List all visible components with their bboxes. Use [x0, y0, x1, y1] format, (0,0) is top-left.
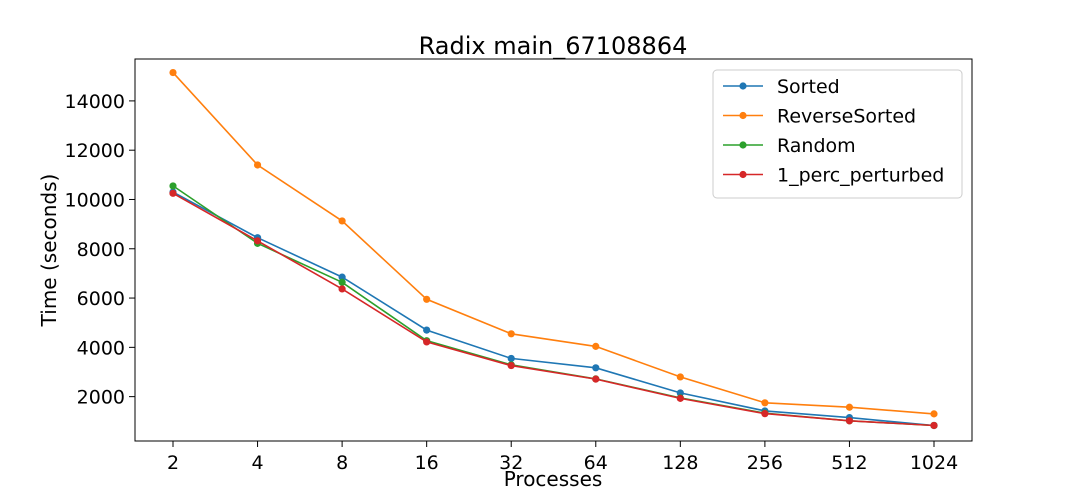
- series-sorted: [169, 188, 938, 430]
- data-point: [845, 403, 854, 411]
- legend-item: Sorted: [723, 76, 840, 98]
- x-tick-label: 4: [252, 452, 264, 474]
- data-point: [423, 326, 431, 334]
- data-point: [676, 373, 684, 381]
- legend-box: [712, 69, 963, 199]
- y-tick-label: 12000: [65, 140, 125, 162]
- data-point: [761, 410, 769, 418]
- y-tick-label: 6000: [77, 288, 125, 310]
- y-tick-label: 8000: [77, 239, 125, 261]
- data-point: [676, 394, 684, 402]
- data-point: [338, 217, 346, 225]
- data-point: [507, 361, 515, 370]
- legend-item: ReverseSorted: [723, 106, 916, 128]
- x-axis-label: Processes: [504, 467, 603, 491]
- y-tick-label: 4000: [77, 337, 125, 359]
- legend-label: 1_perc_perturbed: [777, 165, 944, 187]
- y-axis-label: Time (seconds): [37, 174, 61, 328]
- x-tick-label: 1024: [910, 452, 958, 474]
- series-random: [169, 182, 938, 430]
- x-axis: 2 4 8 16 32 64 128 256 512 1024: [167, 441, 958, 474]
- data-point: [592, 364, 600, 372]
- plot-area: [134, 58, 973, 442]
- legend: Sorted ReverseSorted Random 1_perc_perturbe…: [712, 69, 963, 199]
- legend-swatch-marker: [739, 82, 747, 90]
- legend-label: Sorted: [777, 76, 840, 98]
- data-point: [169, 68, 177, 77]
- series-line: [172, 192, 935, 427]
- x-tick-label: 256: [747, 452, 783, 474]
- series-1-perc-perturbed: [169, 189, 938, 430]
- data-point: [423, 295, 431, 303]
- data-point: [930, 410, 938, 418]
- data-point: [338, 285, 346, 293]
- data-point: [507, 354, 515, 363]
- series-layer: [169, 68, 938, 430]
- legend-swatch-marker: [739, 111, 747, 120]
- data-point: [169, 189, 177, 197]
- series-reversesorted: [169, 68, 938, 418]
- y-axis: 2000 4000 6000 8000 10000 12000 14000: [65, 91, 135, 409]
- chart-title: Radix main_67108864: [419, 32, 688, 60]
- series-line: [172, 191, 935, 427]
- legend-item: Random: [723, 135, 856, 157]
- y-tick-label: 10000: [65, 189, 125, 211]
- x-tick-label: 64: [584, 452, 608, 474]
- y-tick-label: 2000: [77, 387, 125, 409]
- data-point: [423, 338, 431, 346]
- data-point: [761, 399, 769, 407]
- data-point: [592, 375, 600, 383]
- y-tick-label: 14000: [65, 91, 125, 113]
- legend-swatch-marker: [739, 141, 747, 149]
- x-tick-label: 32: [499, 452, 523, 474]
- series-line: [172, 72, 935, 415]
- x-tick-label: 8: [336, 452, 348, 474]
- x-tick-label: 512: [831, 452, 867, 474]
- data-point: [253, 237, 262, 245]
- data-point: [507, 330, 515, 338]
- series-line: [172, 185, 935, 427]
- x-tick-label: 2: [167, 452, 179, 474]
- data-point: [169, 182, 177, 190]
- data-point: [930, 421, 938, 430]
- data-point: [592, 342, 600, 350]
- legend-label: Random: [777, 135, 856, 157]
- data-point: [676, 389, 684, 397]
- x-tick-label: 128: [662, 452, 698, 474]
- legend-swatch-marker: [739, 170, 747, 179]
- legend-label: ReverseSorted: [777, 106, 916, 128]
- x-tick-label: 16: [415, 452, 439, 474]
- data-point: [338, 278, 346, 286]
- legend-item: 1_perc_perturbed: [723, 165, 944, 187]
- data-point: [845, 417, 854, 425]
- data-point: [253, 161, 262, 169]
- data-point: [338, 273, 346, 281]
